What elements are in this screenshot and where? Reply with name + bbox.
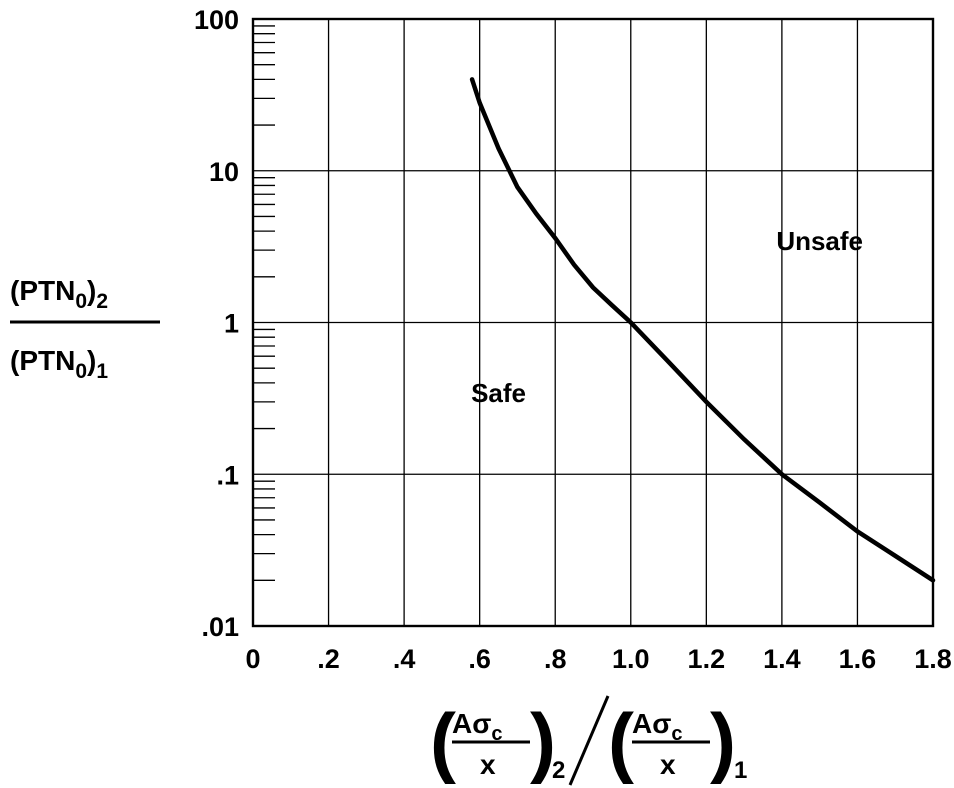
y-label-denominator: (PTN0)1 [10, 345, 108, 383]
grid [252, 18, 934, 627]
x-label-right-subscript: 1 [734, 757, 747, 784]
x-tick-label: 1.4 [763, 644, 801, 674]
x-label-left-denominator: x [480, 749, 496, 780]
x-tick-label: 1.2 [688, 644, 726, 674]
x-tick-label: 1.8 [914, 644, 952, 674]
x-label-left-paren-close: ) [530, 697, 556, 785]
x-label-right-paren-close: ) [710, 697, 736, 785]
x-label-left-subscript: 2 [552, 757, 565, 784]
y-tick-label: 10 [209, 157, 239, 187]
y-tick-label: .1 [216, 460, 239, 490]
x-label-right-paren-open: ( [608, 697, 634, 785]
y-label-numerator: (PTN0)2 [10, 275, 108, 313]
x-tick-label: .2 [317, 644, 340, 674]
annotations: Unsafe Safe [471, 226, 863, 408]
x-label-left-numerator: Aσc [452, 708, 503, 745]
x-label-left-paren-open: ( [430, 697, 456, 785]
y-tick-labels: .01 .1 1 10 100 [194, 5, 239, 642]
y-axis-label: (PTN0)2 (PTN0)1 [10, 275, 160, 383]
y-tick-label: .01 [201, 612, 239, 642]
minor-ticks [253, 25, 275, 581]
plot-border [251, 17, 935, 628]
region-label-safe: Safe [471, 378, 526, 408]
x-label-right-denominator: x [660, 749, 676, 780]
x-tick-label: 1.6 [839, 644, 877, 674]
x-tick-label: 1.0 [612, 644, 650, 674]
x-tick-label: .4 [393, 644, 416, 674]
region-label-unsafe: Unsafe [776, 226, 863, 256]
x-tick-label: .6 [468, 644, 491, 674]
x-tick-labels: 0 .2 .4 .6 .8 1.0 1.2 1.4 1.6 1.8 [245, 644, 951, 674]
x-tick-label: 0 [245, 644, 260, 674]
x-label-divide-slash [568, 695, 610, 786]
x-axis-label: ( Aσc x ) 2 ( Aσc x ) 1 [430, 695, 747, 786]
series-line [469, 77, 936, 583]
x-tick-label: .8 [544, 644, 567, 674]
y-tick-label: 1 [224, 309, 239, 339]
y-tick-label: 100 [194, 5, 239, 35]
plot-frame [251, 17, 935, 628]
x-label-right-numerator: Aσc [632, 708, 683, 745]
